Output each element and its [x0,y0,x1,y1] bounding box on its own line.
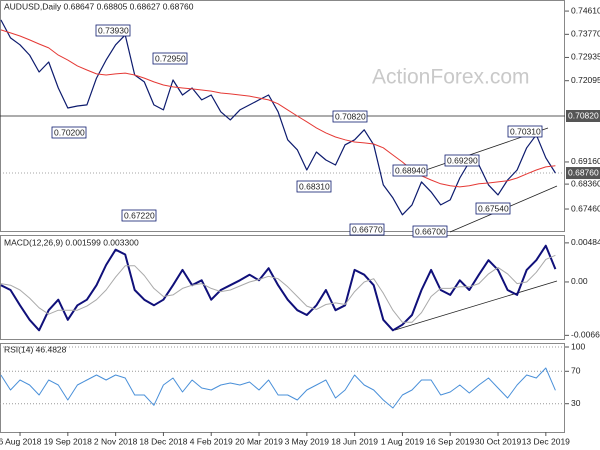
annotation-box [332,110,368,123]
annotation: 0.67540 [478,203,509,213]
macd-trendline [394,280,558,331]
price-header: AUDUSD,Daily 0.68647 0.68805 0.68627 0.6… [4,1,194,11]
annotation: 0.73930 [98,25,129,35]
annotation: 0.72950 [155,53,186,63]
series-line [0,29,556,188]
annotation-box [444,154,480,167]
series-line [0,367,556,409]
y-tick-label: 70 [571,366,581,376]
x-tick-label: 19 Sep 2018 [44,436,92,446]
y-tick-label: 0.74610 [571,5,600,15]
annotation: 0.66770 [352,224,383,234]
y-tick-label: 0.69160 [571,156,600,166]
annotation: 0.68310 [299,181,330,191]
rsi-panel [0,343,565,433]
macd-panel [0,235,565,340]
x-tick-label: 1 Aug 2019 [381,436,424,446]
annotation-box [51,126,87,139]
x-tick-label: 13 Dec 2019 [522,436,570,446]
macd-header: MACD(12,26,9) 0.001599 0.003300 [4,237,139,247]
y-tick-label: 30 [571,398,581,408]
annotation-box [412,225,448,238]
x-tick-label: 30 Oct 2019 [475,436,522,446]
annotation: 0.69290 [447,155,478,165]
annotation-box [296,180,332,193]
x-tick-label: 20 Mar 2019 [235,436,283,446]
annotation-box [349,223,385,236]
y-tick-label: 100 [571,341,585,351]
y-tick-label: 0.73770 [571,29,600,39]
annotation: 0.66700 [415,226,446,236]
x-tick-label: 2 Nov 2018 [94,436,138,446]
y-tick-label: 0.72095 [571,75,600,85]
annotation-box [152,52,188,65]
annotation: 0.70310 [510,126,541,136]
annotation: 0.70200 [54,127,85,137]
rsi-header: RSI(14) 46.4828 [4,344,67,354]
price-flag [566,110,600,122]
price-flag-label: 0.70820 [568,110,599,120]
y-tick-label: -0.006624 [571,330,600,340]
series-line [0,254,556,323]
series-line [0,244,557,332]
annotation-box [392,164,428,177]
annotation: 0.68940 [395,165,426,175]
x-tick-label: 16 Sep 2019 [426,436,474,446]
y-tick-label: 0.00 [571,276,588,286]
annotation-box [95,24,131,37]
y-tick-label: 0.67460 [571,203,600,213]
annotation-box [475,202,511,215]
price-flag-label: 0.68760 [568,167,599,177]
x-tick-label: 18 Jun 2019 [331,436,378,446]
y-tick-label: 0.68360 [571,178,600,188]
watermark: ActionForex.com [372,66,530,89]
price-flag [566,167,600,180]
x-tick-label: 4 Feb 2019 [190,436,233,446]
annotation-box [507,125,543,138]
annotation: 0.70820 [335,111,366,121]
x-tick-label: 6 Aug 2018 [0,436,42,446]
x-tick-label: 3 May 2019 [285,436,330,446]
y-tick-label: 0.004847 [571,237,600,247]
annotation: 0.67220 [124,210,155,220]
x-tick-label: 18 Dec 2018 [139,436,187,446]
y-tick-label: 0.72935 [571,52,600,62]
annotation-box [121,209,157,222]
series-line [0,19,556,216]
